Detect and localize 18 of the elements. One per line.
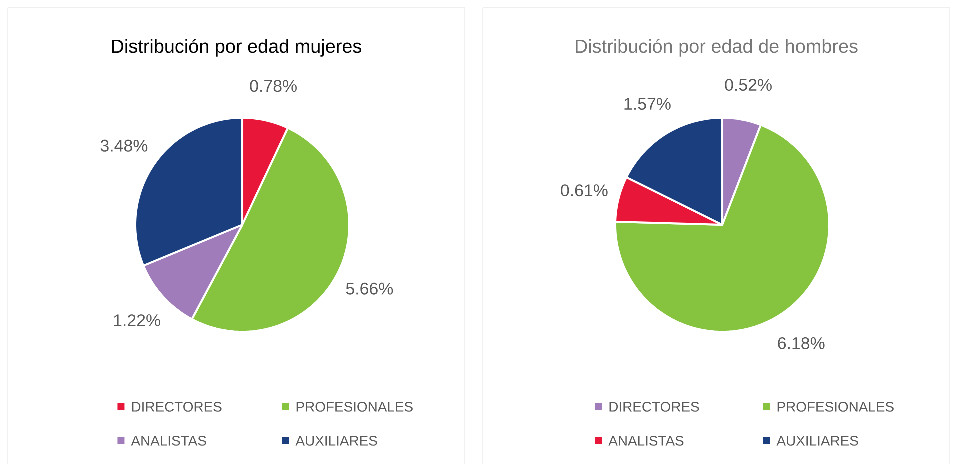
- data-label: 0.52%: [725, 79, 772, 92]
- chart-title: Distribución por edad mujeres: [112, 39, 362, 57]
- legend-label: ANALISTAS: [608, 436, 684, 446]
- data-label: 0.61%: [561, 184, 608, 197]
- legend-label: PROFESIONALES: [296, 402, 413, 412]
- data-label: 6.18%: [778, 337, 825, 350]
- chart-title: Distribución por edad de hombres: [576, 39, 858, 57]
- legend-label: AUXILIARES: [296, 436, 378, 446]
- data-label: 0.78%: [250, 80, 297, 92]
- legend-label: PROFESIONALES: [778, 402, 894, 412]
- data-label: 5.66%: [346, 282, 394, 295]
- legend-label: AUXILIARES: [776, 436, 858, 446]
- legend-label: ANALISTAS: [131, 436, 206, 446]
- data-label: 1.57%: [624, 98, 671, 110]
- legend-label: DIRECTORES: [132, 402, 222, 412]
- legend-label: DIRECTORES: [610, 402, 700, 412]
- data-label: 1.22%: [114, 314, 160, 326]
- data-label: 3.48%: [100, 140, 148, 152]
